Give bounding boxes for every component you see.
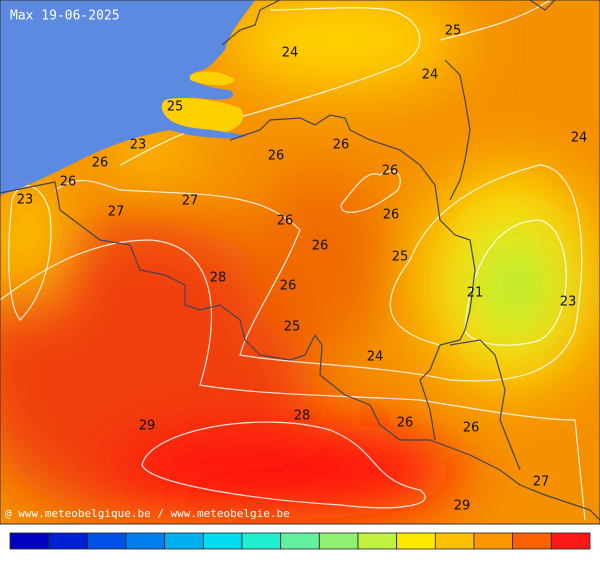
scale-swatch xyxy=(202,532,243,550)
scale-swatch xyxy=(280,532,320,550)
scale-swatch xyxy=(357,532,398,550)
isotherm xyxy=(340,170,401,213)
temperature-label: 27 xyxy=(533,475,550,490)
scale-swatch xyxy=(512,532,552,550)
scale-swatch xyxy=(550,532,591,550)
isotherm xyxy=(141,421,426,509)
temperature-label: 26 xyxy=(333,138,350,153)
temperature-labels: 24 25 24 25 23 26 26 24 26 26 26 23 27 27 26 26 26 25 28 26… xyxy=(17,24,588,514)
temperature-label: 27 xyxy=(108,205,125,220)
isotherm xyxy=(54,164,583,382)
scale-swatch xyxy=(9,532,50,550)
temperature-label: 28 xyxy=(294,409,311,424)
temperature-label: 29 xyxy=(454,499,471,514)
temperature-label: 26 xyxy=(268,149,285,164)
temperature-label: 25 xyxy=(392,250,409,265)
temperature-label: 26 xyxy=(382,164,399,179)
scale-swatch xyxy=(434,532,475,550)
scale-swatch xyxy=(318,532,359,550)
temperature-label: 27 xyxy=(182,194,199,209)
temperature-label: 23 xyxy=(560,295,577,310)
temperature-label: 24 xyxy=(422,68,439,83)
temperature-label: 28 xyxy=(210,271,227,286)
temperature-label: 25 xyxy=(445,24,462,39)
temperature-field xyxy=(0,0,600,524)
temperature-label: 29 xyxy=(139,419,156,434)
border xyxy=(0,181,600,521)
temperature-label: 24 xyxy=(367,350,384,365)
isotherm xyxy=(0,239,586,521)
temperature-label: 21 xyxy=(467,286,484,301)
scale-swatch xyxy=(396,532,436,550)
temperature-label: 26 xyxy=(383,208,400,223)
temperature-label: 23 xyxy=(17,193,34,208)
scale-swatch xyxy=(48,532,88,550)
temperature-label: 24 xyxy=(282,46,299,61)
temperature-label: 26 xyxy=(397,416,414,431)
isotherm xyxy=(8,185,52,321)
temperature-label: 26 xyxy=(92,156,109,171)
scale-swatch xyxy=(164,532,204,550)
temperature-label: 26 xyxy=(463,421,480,436)
temperature-label: 26 xyxy=(277,214,294,229)
scale-swatch xyxy=(86,532,127,550)
color-scale xyxy=(9,532,591,550)
scale-swatch xyxy=(125,532,166,550)
isotherm xyxy=(464,219,567,346)
scale-swatch xyxy=(241,532,282,550)
isotherm xyxy=(439,0,551,41)
islands xyxy=(161,71,244,132)
temperature-label: 24 xyxy=(571,131,588,146)
temperature-label: 25 xyxy=(284,320,301,335)
temperature-label: 26 xyxy=(280,279,297,294)
temperature-label: 23 xyxy=(130,138,147,153)
temperature-label: 25 xyxy=(167,100,184,115)
sea xyxy=(0,0,255,195)
map-title: Max 19-06-2025 xyxy=(10,9,120,24)
map-frame xyxy=(0,0,600,525)
border xyxy=(229,114,476,441)
credit: @ www.meteobelgique.be / www.meteobelgie… xyxy=(5,507,290,520)
scale-swatch xyxy=(473,532,514,550)
temperature-label: 26 xyxy=(60,175,77,190)
temperature-label: 26 xyxy=(312,239,329,254)
border xyxy=(221,0,556,471)
